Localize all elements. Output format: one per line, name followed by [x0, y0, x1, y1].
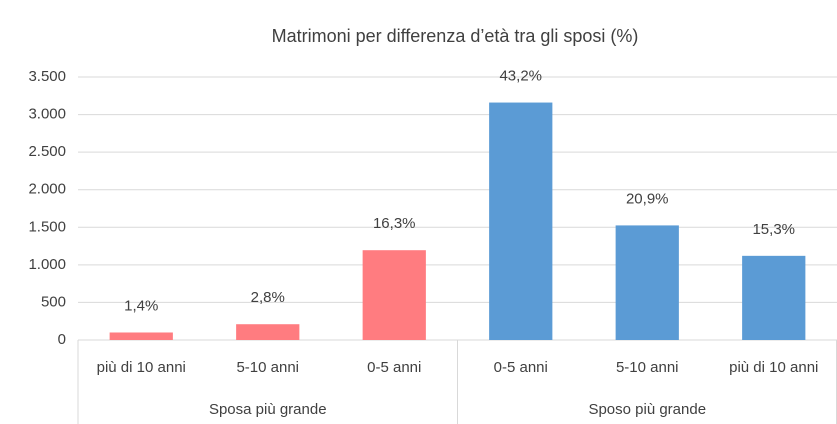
bar [236, 324, 300, 340]
data-label: 43,2% [499, 68, 542, 85]
x-tick-label: 0-5 anni [367, 359, 421, 376]
bar [615, 225, 679, 340]
x-tick-label: più di 10 anni [729, 359, 818, 376]
data-label: 16,3% [373, 215, 416, 232]
bar [362, 250, 426, 340]
y-tick-label: 3.000 [28, 106, 66, 123]
y-tick-label: 2.000 [28, 181, 66, 198]
y-tick-label: 0 [58, 331, 66, 348]
data-label: 20,9% [626, 190, 669, 207]
x-tick-label: più di 10 anni [97, 359, 186, 376]
x-tick-label: 5-10 anni [236, 359, 299, 376]
group-label: Sposo più grande [588, 401, 706, 418]
bar [742, 255, 806, 340]
data-label: 1,4% [124, 297, 158, 314]
x-tick-label: 0-5 anni [494, 359, 548, 376]
y-tick-label: 2.500 [28, 143, 66, 160]
y-tick-label: 500 [41, 293, 66, 310]
group-label: Sposa più grande [209, 401, 327, 418]
chart-title: Matrimoni per differenza d’età tra gli s… [272, 26, 639, 46]
data-label: 15,3% [752, 221, 795, 238]
bar [489, 102, 553, 340]
x-tick-label: 5-10 anni [616, 359, 679, 376]
y-tick-label: 3.500 [28, 68, 66, 85]
y-tick-label: 1.500 [28, 218, 66, 235]
bar [109, 332, 173, 340]
data-label: 2,8% [251, 289, 285, 306]
y-tick-label: 1.000 [28, 256, 66, 273]
